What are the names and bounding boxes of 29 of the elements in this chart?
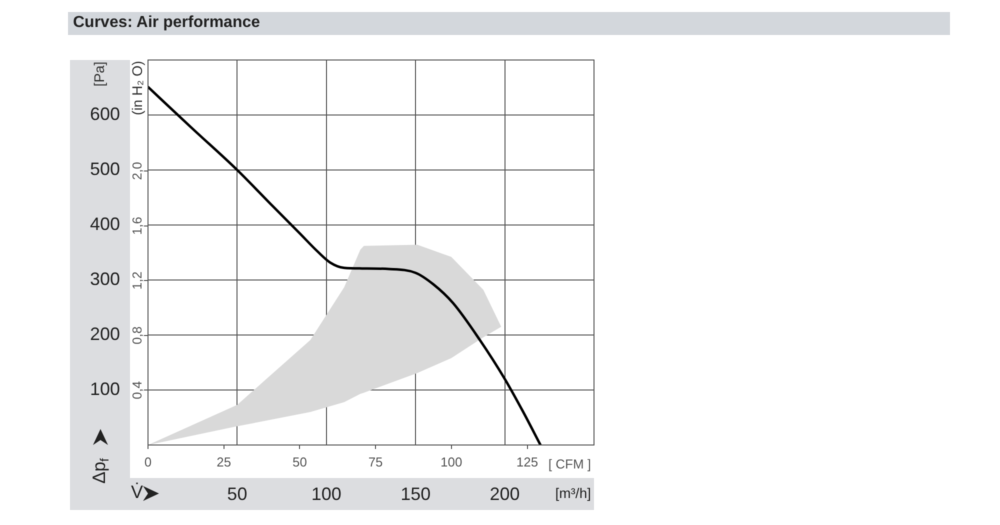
y2-tick-label: 1,6 [130,216,145,235]
x2-axis-title: [ CFM ] [548,456,592,472]
line-series [148,86,542,445]
y-tick-label: 600 [90,104,120,124]
y-tick-label: 500 [90,158,120,179]
y-axis-title: [Pa] [90,62,107,86]
chart-title: Curves: Air performance [73,14,260,32]
y-tick-label: 100 [90,378,120,399]
x-tick-label: 100 [311,484,342,504]
y2-tick-label: 1,2 [130,272,145,290]
x2-tick-label: 50 [292,454,307,470]
x2-tick-label: 100 [440,454,462,470]
x2-tick-label: 0 [144,454,152,470]
y2-tick-label: 2,0 [130,162,145,180]
x-tick-label: 150 [400,484,431,504]
y-tick-label: 300 [90,268,120,289]
y2-tick-label: 0,4 [130,381,145,400]
y2-axis-title: (in H₂ O) [128,60,145,116]
y2-tick-label: 0,8 [130,326,145,344]
x2-tick-label: 125 [516,454,538,470]
x2-tick-label: 75 [368,454,383,470]
x-axis-title: [m³/h] [555,484,591,501]
text: V̇ [130,482,144,502]
text: Δpf [88,458,112,484]
y-tick-label: 400 [90,214,120,234]
y-tick-label: 200 [90,324,120,344]
x-tick-label: 50 [227,484,248,504]
x-tick-label: 200 [490,484,520,504]
x2-tick-label: 25 [216,454,232,470]
